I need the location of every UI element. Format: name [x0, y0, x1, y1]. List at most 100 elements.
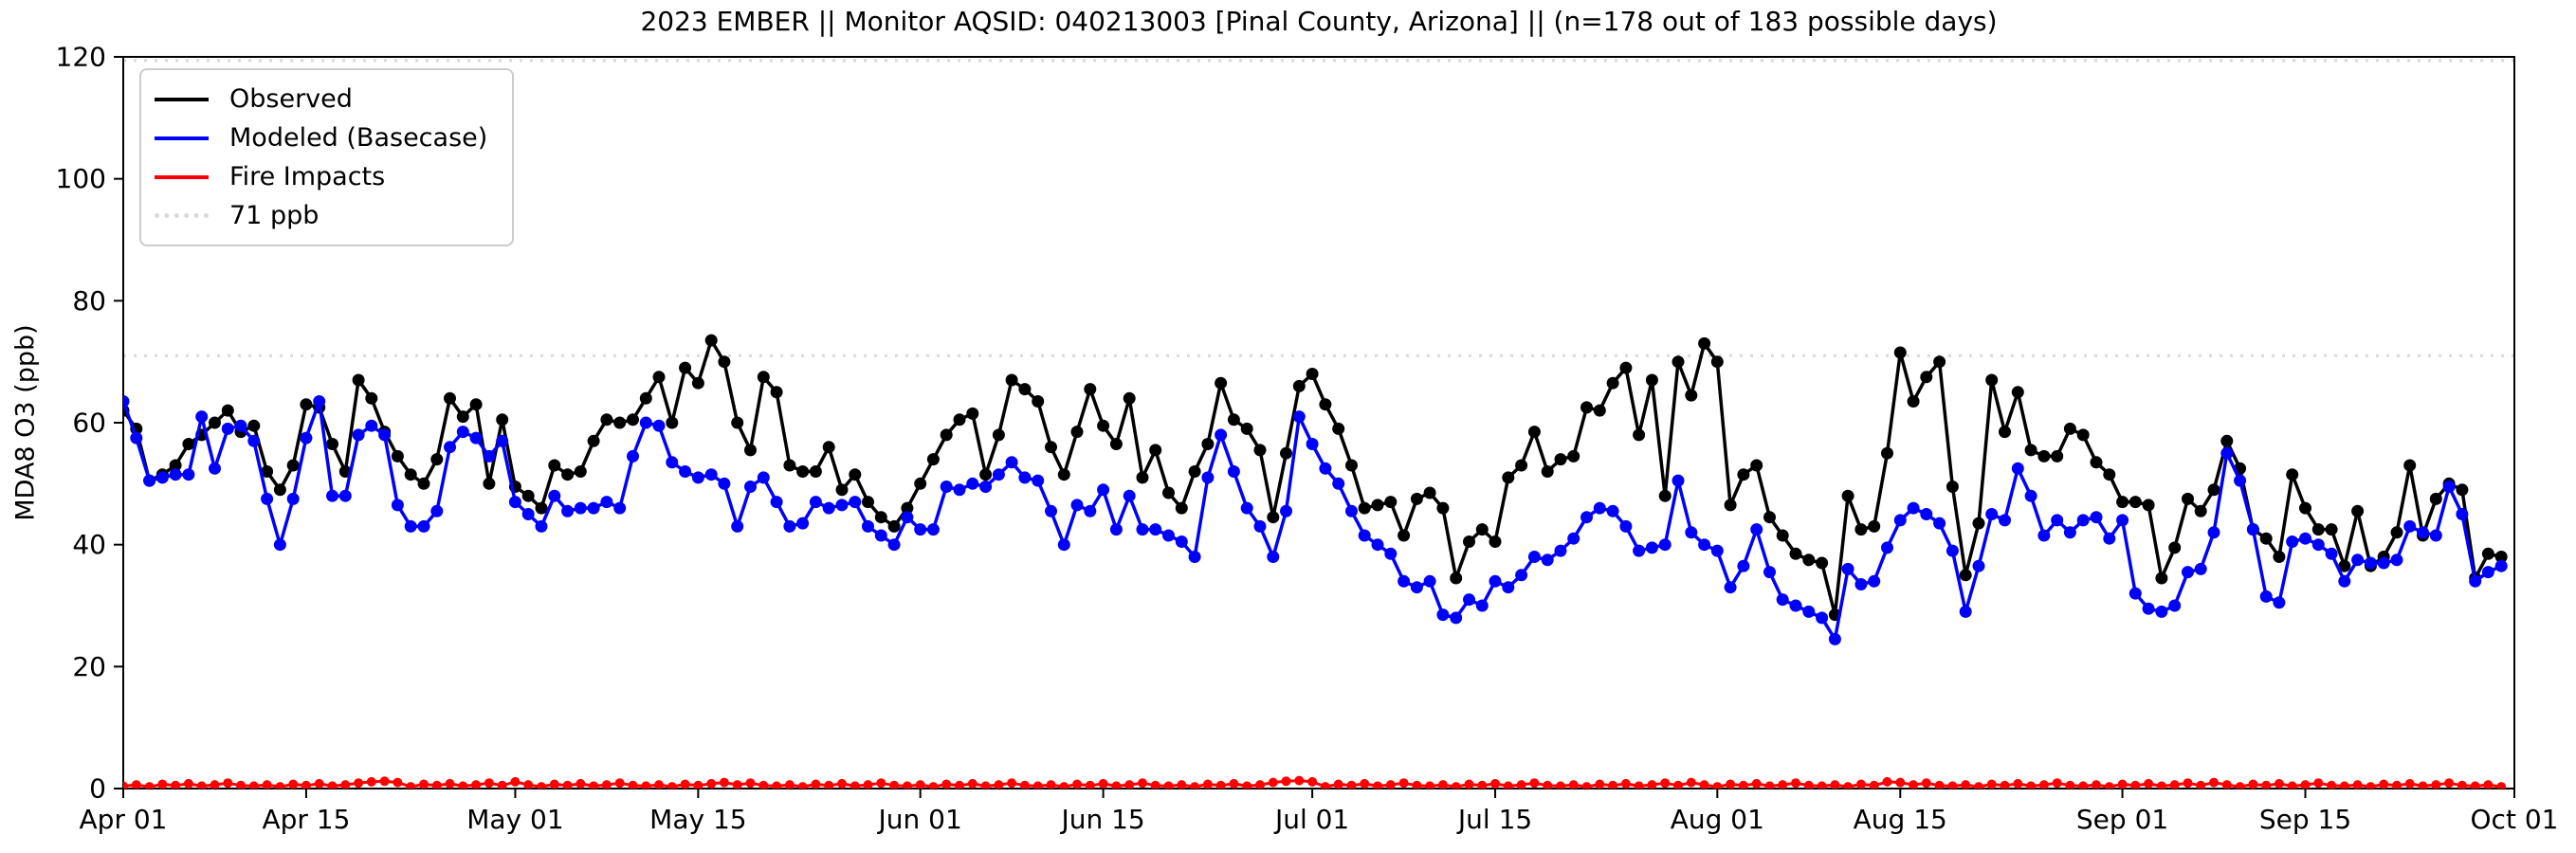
series-observed-point — [1384, 496, 1398, 509]
series-modeled-basecase-point — [704, 468, 718, 481]
series-modeled-basecase-point — [862, 519, 874, 533]
series-fire-impacts-point — [1869, 780, 1879, 789]
series-observed-point — [783, 459, 796, 472]
series-observed-point — [2325, 523, 2338, 536]
series-modeled-basecase-point — [1724, 581, 1737, 594]
series-observed-point — [718, 355, 731, 369]
series-modeled-basecase-point — [2469, 574, 2482, 588]
legend-label-fire-impacts: Fire Impacts — [229, 162, 386, 191]
series-modeled-basecase-point — [1999, 514, 2011, 527]
series-fire-impacts-point — [2104, 782, 2114, 789]
legend-item-fire-impacts: Fire Impacts — [155, 157, 487, 196]
series-modeled-basecase-point — [1149, 523, 1162, 536]
series-fire-impacts-point — [1177, 780, 1187, 789]
series-modeled-basecase-point — [1933, 517, 1946, 530]
series-observed-point — [561, 468, 575, 481]
series-observed-point — [2128, 496, 2142, 509]
legend-sample-71-ppb — [155, 213, 209, 218]
series-modeled-basecase-point — [1436, 608, 1450, 622]
series-modeled-basecase-point — [561, 504, 575, 517]
series-observed-point — [666, 416, 679, 429]
series-modeled-basecase-point — [1188, 551, 1201, 563]
series-fire-impacts-point — [1046, 780, 1056, 789]
series-modeled-basecase-point — [391, 499, 404, 512]
series-modeled-basecase-point — [822, 501, 835, 515]
series-modeled-basecase-point — [1162, 529, 1175, 542]
series-fire-impacts-point — [1543, 780, 1553, 789]
series-fire-impacts-point — [928, 782, 939, 789]
series-observed-point — [483, 477, 496, 490]
series-modeled-basecase-point — [914, 523, 927, 536]
series-observed-point — [1893, 346, 1907, 359]
series-modeled-basecase-point — [796, 517, 810, 530]
chart-title: 2023 EMBER || Monitor AQSID: 040213003 [… — [640, 6, 1998, 37]
series-fire-impacts-point — [445, 778, 455, 789]
series-observed-point — [2403, 459, 2417, 472]
series-modeled-basecase-point — [1527, 551, 1541, 563]
x-tick-label: Aug 01 — [1671, 804, 1764, 835]
series-fire-impacts-point — [1268, 777, 1278, 788]
series-modeled-basecase-point — [1057, 538, 1070, 552]
series-modeled-basecase-point — [1645, 541, 1658, 554]
series-observed-point — [574, 465, 587, 478]
series-modeled-basecase-point — [444, 441, 456, 454]
series-observed-point — [535, 501, 548, 515]
series-fire-impacts-point — [601, 780, 612, 789]
series-fire-impacts-point — [1242, 781, 1252, 789]
series-fire-impacts-point — [497, 780, 507, 789]
series-fire-impacts-point — [2379, 779, 2389, 789]
x-tick-label: Jun 01 — [877, 804, 962, 835]
series-modeled-basecase-point — [849, 496, 862, 509]
series-observed-point — [1737, 468, 1750, 481]
series-modeled-basecase-point — [1018, 471, 1032, 484]
series-observed-point — [731, 416, 744, 429]
series-modeled-basecase-point — [483, 449, 496, 463]
series-fire-impacts-point — [1726, 779, 1736, 789]
series-observed-point — [1097, 419, 1110, 432]
series-fire-impacts-point — [1764, 781, 1775, 789]
series-fire-impacts-point — [680, 779, 690, 789]
legend-item-modeled-basecase: Modeled (Basecase) — [155, 118, 487, 157]
x-tick-label: Sep 15 — [2259, 804, 2351, 835]
series-modeled-basecase-point — [1463, 593, 1475, 607]
series-fire-impacts-point — [340, 780, 351, 789]
series-fire-impacts-point — [2026, 781, 2037, 789]
series-observed-point — [209, 416, 221, 429]
series-observed-point — [613, 416, 627, 429]
series-observed-point — [966, 407, 979, 420]
series-observed-point — [1933, 355, 1946, 369]
series-fire-impacts-point — [1425, 781, 1435, 789]
series-modeled-basecase-point — [2311, 538, 2325, 552]
series-observed-point — [1645, 373, 1658, 387]
series-fire-impacts-point — [1138, 778, 1147, 789]
series-fire-impacts-point — [2261, 780, 2272, 789]
series-modeled-basecase-point — [496, 434, 509, 447]
series-modeled-basecase-point — [2442, 481, 2456, 493]
series-modeled-basecase-point — [1658, 538, 1672, 552]
series-modeled-basecase-point — [456, 426, 469, 439]
series-observed-point — [1070, 426, 1084, 439]
series-modeled-basecase-point — [1972, 559, 1985, 572]
series-fire-impacts-point — [2352, 780, 2363, 789]
series-fire-impacts-point — [1150, 780, 1160, 789]
series-modeled-basecase-point — [783, 519, 796, 533]
series-fire-impacts-point — [1412, 780, 1422, 789]
series-fire-impacts-point — [706, 778, 717, 789]
series-observed-point — [822, 441, 835, 454]
series-modeled-basecase-point — [2377, 556, 2390, 570]
series-observed-point — [1109, 438, 1123, 450]
series-observed-point — [914, 477, 927, 490]
series-modeled-basecase-point — [770, 496, 783, 509]
series-modeled-basecase-point — [2259, 590, 2273, 603]
series-modeled-basecase-point — [926, 523, 940, 536]
series-fire-impacts-point — [1202, 779, 1213, 789]
series-modeled-basecase-point — [535, 519, 548, 533]
series-modeled-basecase-point — [209, 462, 221, 475]
series-fire-impacts-point — [1360, 778, 1370, 789]
series-modeled-basecase-point — [195, 410, 209, 424]
series-modeled-basecase-point — [1854, 578, 1868, 590]
series-fire-impacts-point — [1608, 780, 1618, 789]
series-modeled-basecase-point — [221, 422, 234, 435]
series-observed-point — [1253, 444, 1267, 457]
series-modeled-basecase-point — [1619, 519, 1633, 533]
